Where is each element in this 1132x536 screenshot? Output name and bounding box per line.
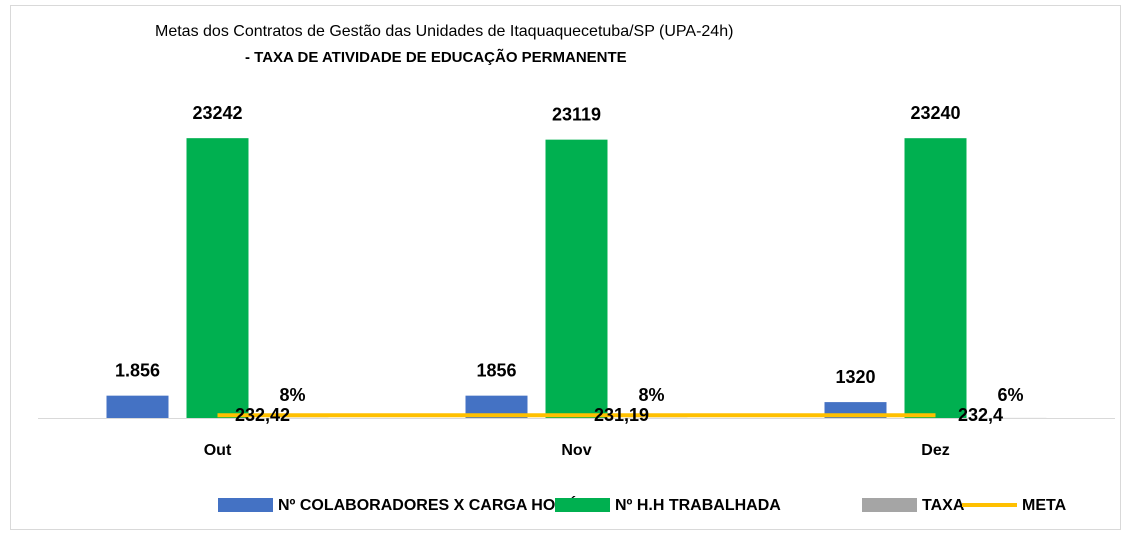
data-label: 232,4: [958, 405, 1003, 425]
data-label: 23242: [192, 103, 242, 123]
bar: [904, 138, 967, 418]
chart-subtitle: - TAXA DE ATIVIDADE DE EDUCAÇÃO PERMANEN…: [245, 48, 627, 66]
legend-label: Nº COLABORADORES X CARGA HORÁRIA: [278, 495, 606, 514]
data-label: 23240: [910, 103, 960, 123]
data-label: 1320: [835, 367, 875, 387]
bar: [106, 395, 169, 418]
data-label: 231,19: [594, 405, 649, 425]
bar: [465, 395, 528, 418]
data-label: 232,42: [235, 405, 290, 425]
x-tick-label: Dez: [921, 442, 949, 459]
legend-label: Nº H.H TRABALHADA: [615, 497, 781, 514]
data-label: 1.856: [115, 360, 160, 380]
data-label: 1856: [476, 360, 516, 380]
legend-swatch: [218, 498, 273, 512]
x-tick-label: Nov: [561, 442, 591, 459]
bar: [545, 139, 608, 418]
data-label: 23119: [552, 104, 601, 124]
data-label: 8%: [638, 385, 664, 405]
x-tick-label: Out: [204, 442, 232, 459]
legend-label: TAXA: [922, 497, 965, 514]
data-label: 6%: [997, 385, 1023, 405]
legend-swatch: [555, 498, 610, 512]
chart-title: Metas dos Contratos de Gestão das Unidad…: [155, 23, 733, 40]
legend-swatch: [862, 498, 917, 512]
bar: [186, 138, 249, 418]
legend-label: META: [1022, 497, 1067, 514]
data-label: 8%: [279, 385, 305, 405]
